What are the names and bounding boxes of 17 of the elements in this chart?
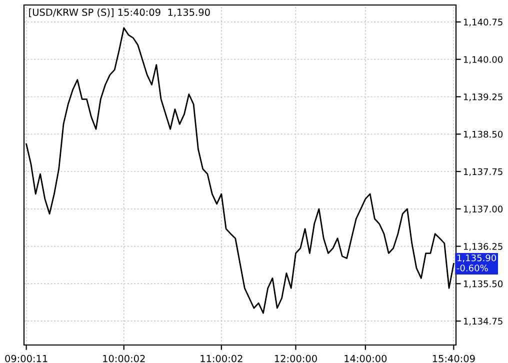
y-tick-label: 1,136.25 [464, 243, 502, 251]
y-tick-label: 1,139.25 [464, 93, 502, 102]
y-tick-label: 1,134.75 [464, 318, 502, 326]
y-tick-label: 1,140.75 [464, 18, 502, 26]
y-tick-label: 1,137.00 [464, 206, 503, 214]
x-tick-label: 15:40:09 [432, 354, 475, 362]
y-tick-label: 1,135.50 [464, 280, 503, 288]
x-tick-label: 14:00:00 [344, 354, 387, 362]
x-tick-label: 10:00:02 [103, 354, 145, 362]
y-tick-label: 1,140.00 [464, 56, 503, 64]
x-tick-label: 12:00:00 [274, 354, 317, 362]
x-tick-label: 11:00:02 [200, 354, 242, 362]
y-tick-label: 1,137.75 [464, 168, 502, 176]
y-tick-label: 1,138.50 [464, 130, 503, 139]
annotation: 1,135.90 -0.60% [456, 254, 496, 272]
chart-title: [USD/KRW SP (S)] 15:40:09 1,135.90 [29, 8, 210, 18]
x-tick-label: 09:00:11 [5, 354, 48, 362]
